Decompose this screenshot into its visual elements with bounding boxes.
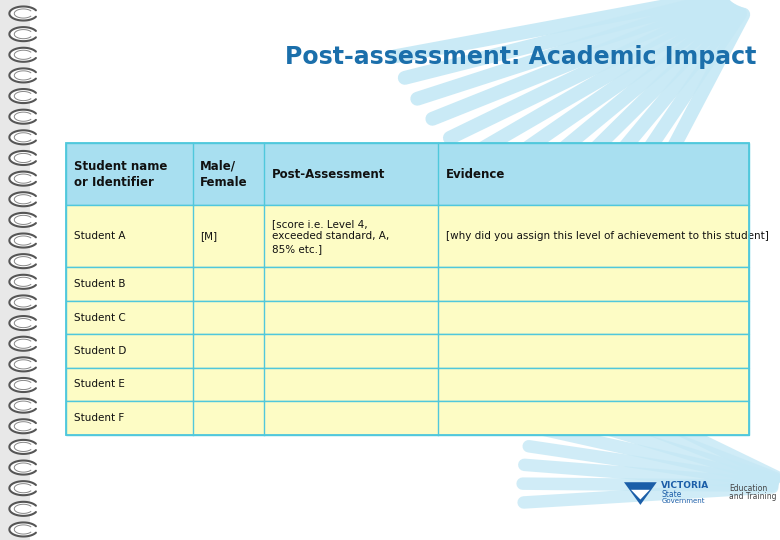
Polygon shape bbox=[9, 440, 37, 454]
Text: Evidence: Evidence bbox=[446, 167, 505, 181]
Text: Post-assessment: Academic Impact: Post-assessment: Academic Impact bbox=[285, 45, 756, 69]
FancyBboxPatch shape bbox=[66, 143, 749, 205]
Polygon shape bbox=[9, 275, 37, 289]
Polygon shape bbox=[9, 254, 37, 268]
Text: Student F: Student F bbox=[74, 413, 124, 423]
Text: Student name
or Identifier: Student name or Identifier bbox=[74, 160, 168, 188]
Text: [why did you assign this level of achievement to this student]: [why did you assign this level of achiev… bbox=[446, 231, 769, 241]
Text: Government: Government bbox=[661, 498, 705, 504]
Text: Student D: Student D bbox=[74, 346, 126, 356]
Text: [M]: [M] bbox=[200, 231, 218, 241]
Polygon shape bbox=[9, 27, 37, 41]
Polygon shape bbox=[9, 295, 37, 309]
Text: Post-Assessment: Post-Assessment bbox=[272, 167, 385, 181]
Polygon shape bbox=[9, 48, 37, 62]
FancyBboxPatch shape bbox=[66, 334, 749, 368]
Text: Student A: Student A bbox=[74, 231, 126, 241]
Polygon shape bbox=[9, 399, 37, 413]
Text: State: State bbox=[661, 490, 682, 498]
Polygon shape bbox=[9, 419, 37, 433]
Polygon shape bbox=[9, 192, 37, 206]
FancyBboxPatch shape bbox=[66, 401, 749, 435]
Polygon shape bbox=[9, 337, 37, 351]
Polygon shape bbox=[9, 502, 37, 516]
Text: Student E: Student E bbox=[74, 380, 125, 389]
Polygon shape bbox=[9, 357, 37, 372]
FancyBboxPatch shape bbox=[0, 0, 30, 540]
Polygon shape bbox=[624, 482, 657, 505]
Polygon shape bbox=[9, 172, 37, 186]
Polygon shape bbox=[9, 523, 37, 536]
Text: Male/
Female: Male/ Female bbox=[200, 160, 248, 188]
Polygon shape bbox=[9, 69, 37, 83]
FancyBboxPatch shape bbox=[66, 301, 749, 334]
Text: and Training: and Training bbox=[729, 492, 777, 501]
Polygon shape bbox=[9, 316, 37, 330]
Text: [score i.e. Level 4,
exceeded standard, A,
85% etc.]: [score i.e. Level 4, exceeded standard, … bbox=[272, 219, 389, 254]
Polygon shape bbox=[9, 130, 37, 144]
Polygon shape bbox=[9, 461, 37, 475]
Polygon shape bbox=[9, 233, 37, 247]
Polygon shape bbox=[9, 89, 37, 103]
Polygon shape bbox=[631, 490, 650, 500]
Polygon shape bbox=[9, 151, 37, 165]
Polygon shape bbox=[9, 110, 37, 124]
FancyBboxPatch shape bbox=[66, 267, 749, 301]
FancyBboxPatch shape bbox=[66, 368, 749, 401]
Polygon shape bbox=[9, 378, 37, 392]
Polygon shape bbox=[9, 6, 37, 21]
FancyBboxPatch shape bbox=[66, 205, 749, 267]
Text: Student B: Student B bbox=[74, 279, 126, 289]
Polygon shape bbox=[9, 481, 37, 495]
Text: VICTORIA: VICTORIA bbox=[661, 482, 710, 490]
Text: Student C: Student C bbox=[74, 313, 126, 322]
Text: Education: Education bbox=[729, 484, 768, 493]
Polygon shape bbox=[9, 213, 37, 227]
